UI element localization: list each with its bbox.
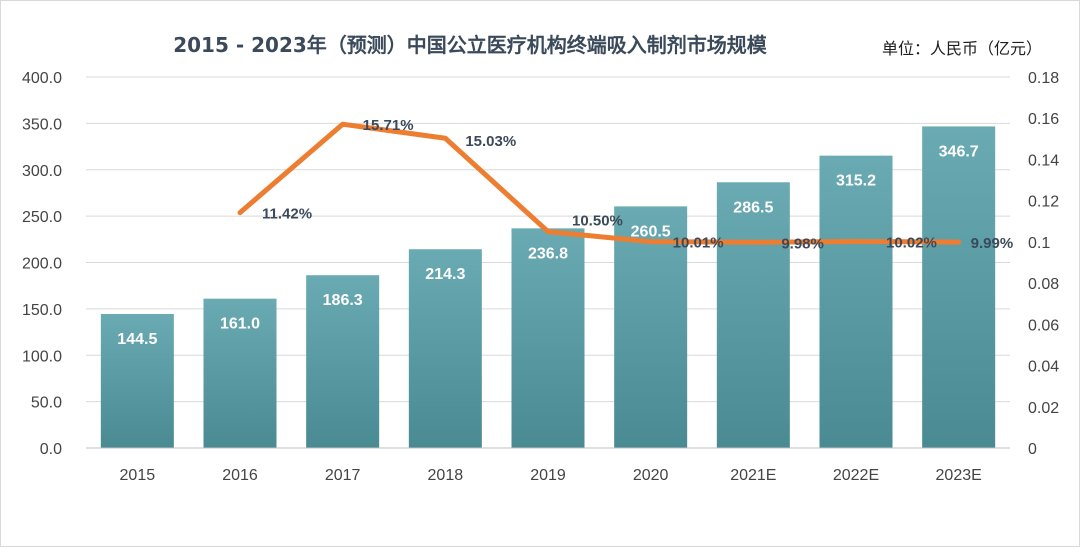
- chart-title: 2015 - 2023年（预测）中国公立医疗机构终端吸入制剂市场规模: [173, 33, 768, 57]
- right-tick-label: 0.14: [1028, 152, 1059, 169]
- left-axis: 0.0 50.0 100.0 150.0 200.0 250.0 300.0 350.0 400…: [22, 70, 62, 458]
- x-tick-label: 2022E: [833, 467, 879, 484]
- bar-value-label: 186.3: [323, 292, 363, 309]
- bar-value-labels: 144.5 161.0 186.3 214.3 236.8 260.5 286.5 315.2…: [117, 143, 978, 348]
- right-tick-label: 0.12: [1028, 194, 1059, 211]
- bar-2015: [100, 313, 174, 448]
- growth-rate-label: 9.99%: [971, 235, 1014, 252]
- growth-rate-label: 10.02%: [886, 234, 937, 251]
- bar-value-label: 144.5: [117, 331, 157, 348]
- left-tick-label: 200.0: [22, 256, 62, 273]
- right-tick-label: 0.1: [1028, 235, 1050, 252]
- growth-rate-label: 15.71%: [363, 117, 414, 134]
- bar-2023E: [922, 126, 996, 448]
- left-tick-label: 400.0: [22, 70, 62, 87]
- bar-2020: [614, 206, 688, 448]
- left-tick-label: 100.0: [22, 348, 62, 365]
- right-tick-label: 0.02: [1028, 400, 1059, 417]
- x-tick-label: 2023E: [936, 467, 982, 484]
- bar-value-label: 161.0: [220, 316, 260, 333]
- bar-2018: [408, 249, 482, 448]
- x-tick-label: 2017: [325, 467, 361, 484]
- bar-value-label: 315.2: [836, 173, 876, 190]
- growth-rate-line: [237, 121, 962, 245]
- growth-rate-label: 9.98%: [781, 235, 824, 252]
- x-tick-label: 2020: [633, 467, 669, 484]
- left-tick-label: 150.0: [22, 302, 62, 319]
- right-tick-label: 0.18: [1028, 70, 1059, 87]
- bar-2022E: [819, 155, 893, 449]
- x-tick-label: 2015: [120, 467, 156, 484]
- bar-series: [100, 126, 996, 449]
- growth-rate-labels: 11.42% 15.71% 15.03% 10.50% 10.01% 9.98% 10.02…: [262, 117, 1013, 252]
- right-tick-label: 0.04: [1028, 359, 1059, 376]
- right-axis: 0 0.02 0.04 0.06 0.08 0.1 0.12 0.14 0.16 0.18: [1028, 70, 1059, 458]
- right-tick-label: 0: [1028, 441, 1037, 458]
- left-tick-label: 250.0: [22, 209, 62, 226]
- x-tick-label: 2019: [530, 467, 566, 484]
- x-axis: 2015 2016 2017 2018 2019 2020 2021E 2022E 2023E: [86, 447, 1010, 484]
- x-tick-label: 2018: [428, 467, 464, 484]
- growth-rate-label: 15.03%: [465, 133, 516, 150]
- left-tick-label: 50.0: [31, 395, 62, 412]
- left-tick-label: 300.0: [22, 163, 62, 180]
- growth-rate-label: 10.01%: [673, 235, 724, 252]
- bar-value-label: 346.7: [939, 143, 979, 160]
- bar-2019: [511, 228, 585, 448]
- left-tick-label: 350.0: [22, 116, 62, 133]
- right-tick-label: 0.08: [1028, 276, 1059, 293]
- bar-2021E: [716, 182, 790, 449]
- growth-rate-label: 11.42%: [262, 206, 312, 223]
- bar-value-label: 236.8: [528, 245, 568, 262]
- right-tick-label: 0.06: [1028, 317, 1059, 334]
- bar-value-label: 214.3: [425, 266, 465, 283]
- growth-rate-label: 10.50%: [572, 213, 623, 230]
- bar-value-label: 286.5: [733, 199, 773, 216]
- x-tick-label: 2016: [222, 467, 258, 484]
- right-tick-label: 0.16: [1028, 111, 1059, 128]
- bar-2016: [203, 298, 277, 448]
- left-tick-label: 0.0: [40, 441, 62, 458]
- growth-rate-series: [237, 121, 962, 245]
- bar-value-label: 260.5: [631, 223, 671, 240]
- x-tick-label: 2021E: [730, 467, 776, 484]
- bar-2017: [306, 275, 380, 448]
- unit-label: 单位：人民币（亿元）: [882, 39, 1042, 58]
